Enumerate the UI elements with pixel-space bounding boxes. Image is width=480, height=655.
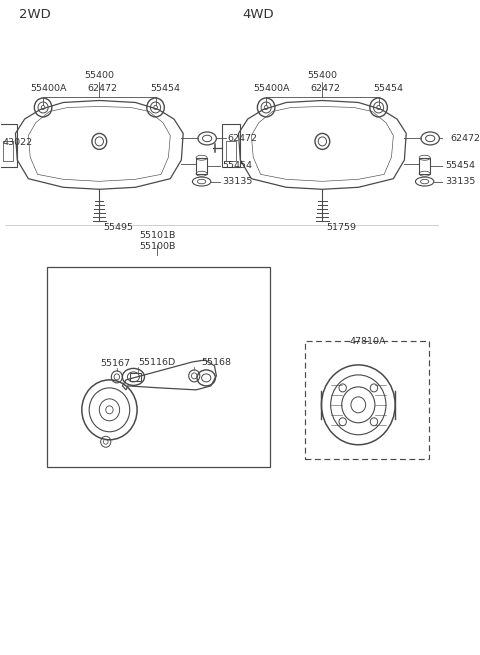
Text: 47810A: 47810A <box>349 337 386 346</box>
Text: 55168: 55168 <box>202 358 232 367</box>
Text: 62472: 62472 <box>311 84 340 92</box>
Text: 55454: 55454 <box>373 84 403 92</box>
Text: 33135: 33135 <box>222 177 252 186</box>
Text: 55454: 55454 <box>445 161 475 170</box>
Text: 43022: 43022 <box>2 138 33 147</box>
Text: 55116D: 55116D <box>138 358 175 367</box>
Text: 33135: 33135 <box>445 177 475 186</box>
Text: 4WD: 4WD <box>242 8 274 21</box>
Text: 55454: 55454 <box>150 84 180 92</box>
Text: 51759: 51759 <box>326 223 356 233</box>
Text: 55454: 55454 <box>222 161 252 170</box>
Text: 55100B: 55100B <box>139 242 176 251</box>
Text: 62472: 62472 <box>87 84 117 92</box>
Text: 55101B: 55101B <box>139 231 176 240</box>
Text: 55167: 55167 <box>100 359 130 368</box>
Text: 2WD: 2WD <box>19 8 51 21</box>
Text: 55400A: 55400A <box>253 84 290 92</box>
Text: 55400: 55400 <box>307 71 337 79</box>
Text: 55400A: 55400A <box>30 84 67 92</box>
Text: 55400: 55400 <box>84 71 114 79</box>
Text: 55495: 55495 <box>103 223 133 233</box>
Text: 62472: 62472 <box>450 134 480 143</box>
Text: 62472: 62472 <box>228 134 257 143</box>
